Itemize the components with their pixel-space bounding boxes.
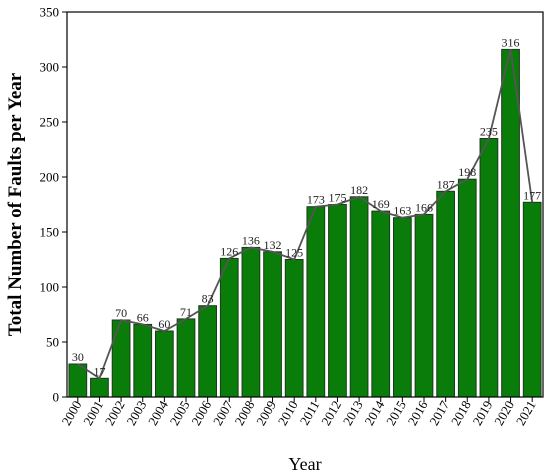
y-tick-label-350: 350 [40, 5, 60, 20]
bar-2010 [284, 259, 304, 398]
x-tick-label-2017: 2017 [426, 398, 452, 428]
bar-2019 [479, 138, 499, 398]
data-label-2004: 60 [158, 317, 170, 331]
y-tick-label-150: 150 [40, 225, 60, 240]
x-tick-label-2016: 2016 [405, 398, 431, 428]
data-label-2019: 235 [480, 125, 498, 139]
data-label-2013: 182 [350, 183, 368, 197]
data-label-2002: 70 [115, 306, 127, 320]
bar-2004 [154, 330, 174, 398]
bar-2008 [241, 246, 261, 398]
y-tick-label-300: 300 [40, 60, 60, 75]
data-label-2020: 316 [502, 35, 520, 49]
data-label-2001: 17 [93, 364, 105, 378]
bar-2017 [436, 190, 456, 398]
x-tick-label-2014: 2014 [361, 398, 387, 428]
bars-group [68, 48, 542, 398]
data-label-2021: 177 [523, 188, 541, 202]
bar-2018 [457, 178, 477, 398]
x-tick-label-2002: 2002 [102, 398, 128, 428]
x-tick-label-2000: 2000 [58, 398, 84, 428]
x-tick-label-2001: 2001 [80, 398, 106, 428]
bar-2012 [328, 204, 347, 398]
data-label-2009: 132 [264, 238, 282, 252]
bar-2011 [306, 206, 326, 398]
y-axis-title: Total Number of Faults per Year [5, 72, 26, 336]
data-label-2007: 126 [220, 244, 238, 258]
x-tick-label-2007: 2007 [210, 398, 236, 428]
x-tick-label-2015: 2015 [383, 398, 409, 428]
x-tick-label-2004: 2004 [145, 398, 171, 428]
data-label-2017: 187 [437, 177, 455, 191]
x-tick-label-2003: 2003 [123, 398, 149, 428]
plot-frame [66, 11, 544, 398]
x-tick-label-2009: 2009 [253, 398, 279, 428]
data-label-2005: 71 [180, 305, 192, 319]
data-label-2016: 166 [415, 200, 433, 214]
bar-2007 [219, 257, 239, 398]
x-tick-label-2010: 2010 [275, 398, 301, 428]
trend-line [77, 49, 534, 380]
y-tick-label-100: 100 [40, 280, 60, 295]
y-axis: 0 50 100 150 200 250 300 350 [40, 5, 67, 405]
x-axis: 2000200120022003200420052006200720082009… [58, 397, 539, 428]
x-tick-label-2005: 2005 [167, 398, 193, 428]
y-tick-label-250: 250 [40, 115, 60, 130]
y-tick-label-0: 0 [53, 390, 60, 405]
bar-2015 [392, 217, 412, 398]
data-label-2008: 136 [242, 233, 260, 247]
bar-2002 [111, 319, 131, 398]
data-label-2014: 169 [372, 197, 390, 211]
data-label-2015: 163 [393, 204, 411, 218]
x-tick-label-2018: 2018 [448, 398, 474, 428]
x-tick-label-2020: 2020 [491, 398, 517, 428]
x-tick-label-2019: 2019 [470, 398, 496, 428]
bar-2021 [522, 201, 542, 398]
data-label-2010: 125 [285, 246, 303, 260]
data-label-2011: 173 [307, 193, 325, 207]
x-tick-label-2013: 2013 [340, 398, 366, 428]
data-label-2003: 66 [137, 310, 149, 324]
x-tick-label-2008: 2008 [232, 398, 258, 428]
y-tick-label-50: 50 [46, 335, 59, 350]
bar-2001 [90, 377, 109, 398]
bar-2009 [263, 251, 282, 398]
data-label-2012: 175 [328, 191, 346, 205]
bar-2014 [371, 210, 391, 398]
data-label-2018: 198 [458, 165, 476, 179]
bar-2016 [414, 213, 434, 398]
data-label-2006: 83 [202, 292, 214, 306]
bar-2020 [501, 48, 520, 398]
bar-2003 [133, 323, 153, 398]
x-axis-title: Year [288, 454, 321, 474]
bar-2006 [198, 305, 218, 398]
trend-line-group [77, 49, 534, 380]
bar-2013 [349, 196, 369, 398]
y-tick-label-200: 200 [40, 170, 60, 185]
x-tick-label-2006: 2006 [188, 398, 214, 428]
x-tick-label-2011: 2011 [297, 398, 323, 428]
x-tick-label-2012: 2012 [318, 398, 344, 428]
data-label-2000: 30 [72, 350, 84, 364]
x-tick-label-2021: 2021 [513, 398, 539, 428]
bar-2005 [176, 318, 196, 398]
